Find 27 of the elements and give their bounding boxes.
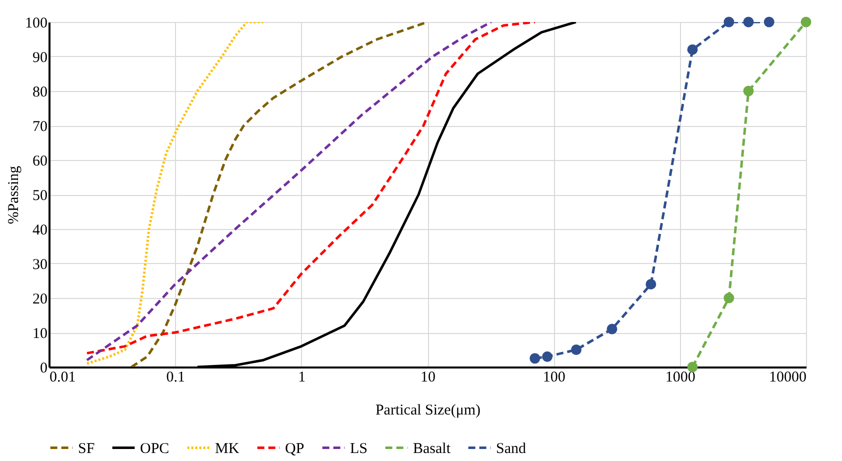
- x-axis-title: Partical Size(μm): [375, 402, 481, 418]
- legend-label: SF: [78, 440, 95, 457]
- y-axis-title: %Passing: [6, 165, 22, 224]
- y-tick-label: 0: [40, 360, 48, 376]
- legend-label: QP: [285, 440, 304, 457]
- y-tick-label: 30: [32, 257, 48, 273]
- legend-label: MK: [215, 440, 240, 457]
- x-tick-label: 100: [542, 370, 566, 386]
- y-tick-label: 100: [25, 16, 48, 32]
- legend-label: OPC: [140, 440, 170, 457]
- x-tick-label: 10000: [769, 370, 806, 386]
- x-tick-label: 0.01: [50, 370, 76, 386]
- x-tick-label: 1: [298, 370, 306, 386]
- x-tick-label: 1000: [665, 370, 696, 386]
- y-tick-label: 20: [32, 292, 48, 308]
- y-tick-label: 80: [32, 84, 48, 100]
- y-tick-label: 60: [32, 154, 48, 170]
- y-tick-label: 50: [32, 188, 48, 204]
- legend-label: Sand: [496, 440, 526, 457]
- y-tick-label: 70: [32, 119, 48, 135]
- x-tick-label: 10: [420, 370, 436, 386]
- legend-label: Basalt: [413, 440, 452, 457]
- legend-label: LS: [350, 440, 368, 457]
- y-tick-label: 10: [32, 326, 48, 342]
- y-tick-label: 90: [32, 50, 48, 66]
- y-tick-label: 40: [32, 222, 48, 238]
- x-tick-label: 0.1: [166, 370, 186, 386]
